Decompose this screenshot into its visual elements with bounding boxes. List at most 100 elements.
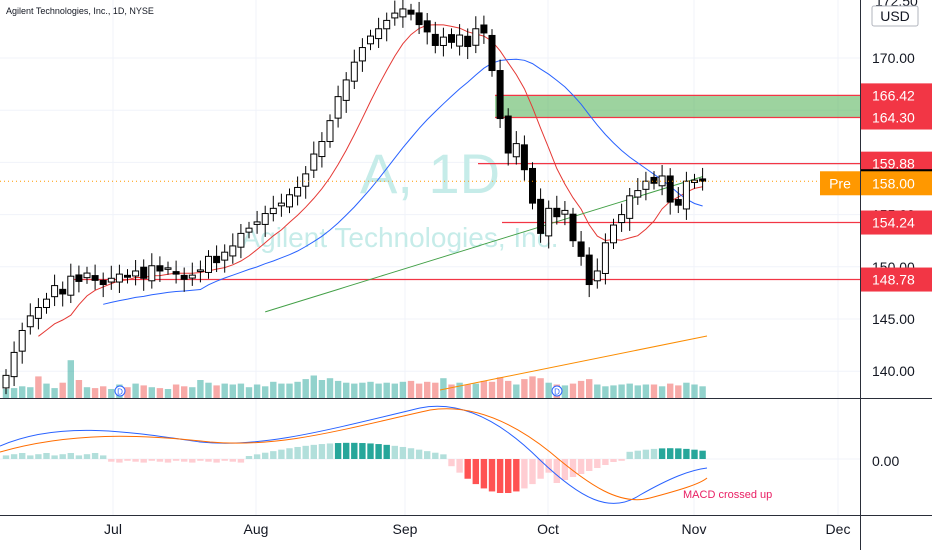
macd-histogram-bar <box>399 446 407 459</box>
resistance-zone <box>495 95 860 118</box>
candle-down <box>75 274 83 282</box>
macd-histogram-bar <box>253 454 261 459</box>
volume-bar <box>496 377 504 398</box>
candle-down <box>496 70 504 120</box>
time-tick-label: Jul <box>104 521 122 537</box>
macd-histogram-bar <box>164 459 172 463</box>
candle-up <box>658 175 666 187</box>
candle-up <box>286 194 293 208</box>
volume-bar <box>675 385 682 398</box>
volume-bar <box>367 381 374 398</box>
candle-up <box>302 173 310 187</box>
price-label-text: 166.42 <box>872 87 915 103</box>
candle-up <box>399 8 407 18</box>
candle-down <box>674 199 682 206</box>
volume-bar <box>108 389 115 398</box>
macd-histogram-bar <box>278 449 285 459</box>
macd-histogram-bar <box>513 459 520 492</box>
volume-bar <box>326 378 334 398</box>
macd-histogram-bar <box>545 459 552 473</box>
candle-up <box>610 224 617 244</box>
volume-bar <box>294 381 301 398</box>
time-tick-label: Aug <box>244 521 269 537</box>
volume-bar <box>270 381 277 398</box>
sma-blue-line <box>103 58 703 305</box>
volume-bar <box>375 383 382 398</box>
macd-histogram-bar <box>529 459 536 485</box>
candle-up <box>10 351 18 378</box>
candle-up <box>83 272 91 279</box>
volume-bar <box>334 380 342 398</box>
macd-histogram-bar <box>634 450 641 459</box>
macd-histogram-bar <box>351 442 358 459</box>
candle-up <box>51 285 59 298</box>
candle-down <box>407 9 415 15</box>
candle-up <box>107 277 115 283</box>
macd-histogram-bar <box>618 459 625 461</box>
price-label-box <box>861 105 932 130</box>
volume-bar <box>626 383 633 398</box>
currency-badge[interactable] <box>871 5 919 27</box>
macd-histogram-bar <box>83 454 91 459</box>
macd-histogram-bar <box>658 448 666 459</box>
volume-bar <box>480 380 488 398</box>
candle-down <box>529 167 536 204</box>
candle-up <box>439 36 447 46</box>
dividend-icon-label: D <box>117 388 123 397</box>
macd-histogram-bar <box>237 459 245 463</box>
candle-up <box>601 242 609 274</box>
macd-histogram-bar <box>156 459 164 462</box>
candle-up <box>148 265 156 282</box>
candle-up <box>561 209 569 215</box>
candle-up <box>164 267 172 270</box>
volume-bar <box>383 382 390 398</box>
macd-histogram-bar <box>505 459 512 494</box>
candle-down <box>585 254 593 286</box>
macd-histogram-bar <box>310 444 317 459</box>
macd-histogram-bar <box>537 459 544 479</box>
macd-histogram-bar <box>43 453 50 459</box>
macd-histogram-bar <box>569 459 577 477</box>
volume-bar <box>505 380 512 398</box>
volume-bar <box>359 382 366 398</box>
candle-up <box>43 298 50 309</box>
macd-histogram-bar <box>407 448 415 459</box>
macd-histogram-bar <box>100 455 107 459</box>
candle-down <box>553 207 561 218</box>
volume-bar <box>691 384 698 398</box>
macd-histogram-bar <box>197 459 204 461</box>
volume-bar <box>683 382 690 398</box>
symbol-header: Agilent Technologies, Inc., 1D, NYSE <box>6 6 154 16</box>
watermark-ticker: A, 1D <box>360 142 500 205</box>
candle-up <box>132 270 140 277</box>
volume-bar <box>407 380 415 398</box>
candle-down <box>423 20 431 33</box>
volume-bar <box>213 385 220 398</box>
volume-bar <box>35 376 42 398</box>
macd-histogram-bar <box>667 448 674 459</box>
macd-histogram-bar <box>415 449 423 459</box>
volume-bar <box>602 386 609 398</box>
time-tick-label: Oct <box>537 521 559 537</box>
price-label-box <box>861 171 932 196</box>
macd-histogram-bar <box>683 448 690 459</box>
macd-histogram-bar <box>270 451 277 459</box>
moving-averages <box>38 24 708 391</box>
volume-bar <box>27 387 34 398</box>
volume-bar <box>91 388 99 398</box>
volume-bar <box>343 382 350 398</box>
candle-up <box>115 273 123 283</box>
volume-bar <box>561 385 569 398</box>
candle-down <box>448 34 455 43</box>
price-label-box <box>861 267 932 292</box>
macd-histogram-bar <box>91 453 99 459</box>
price-label-box <box>861 210 932 235</box>
volume-bar <box>586 379 593 398</box>
macd-histogram-bar <box>424 451 431 459</box>
macd-histogram-bar <box>205 459 212 462</box>
macd-histogram-bar <box>577 459 585 474</box>
volume-bar <box>318 380 326 398</box>
candle-up <box>318 141 326 158</box>
macd-histogram-bar <box>561 459 569 480</box>
